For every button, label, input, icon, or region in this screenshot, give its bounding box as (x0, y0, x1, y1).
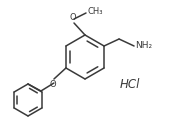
Text: O: O (70, 13, 76, 22)
Text: CH₃: CH₃ (87, 7, 102, 16)
Text: O: O (50, 80, 56, 89)
Text: HCl: HCl (120, 77, 140, 91)
Text: NH₂: NH₂ (135, 41, 152, 51)
